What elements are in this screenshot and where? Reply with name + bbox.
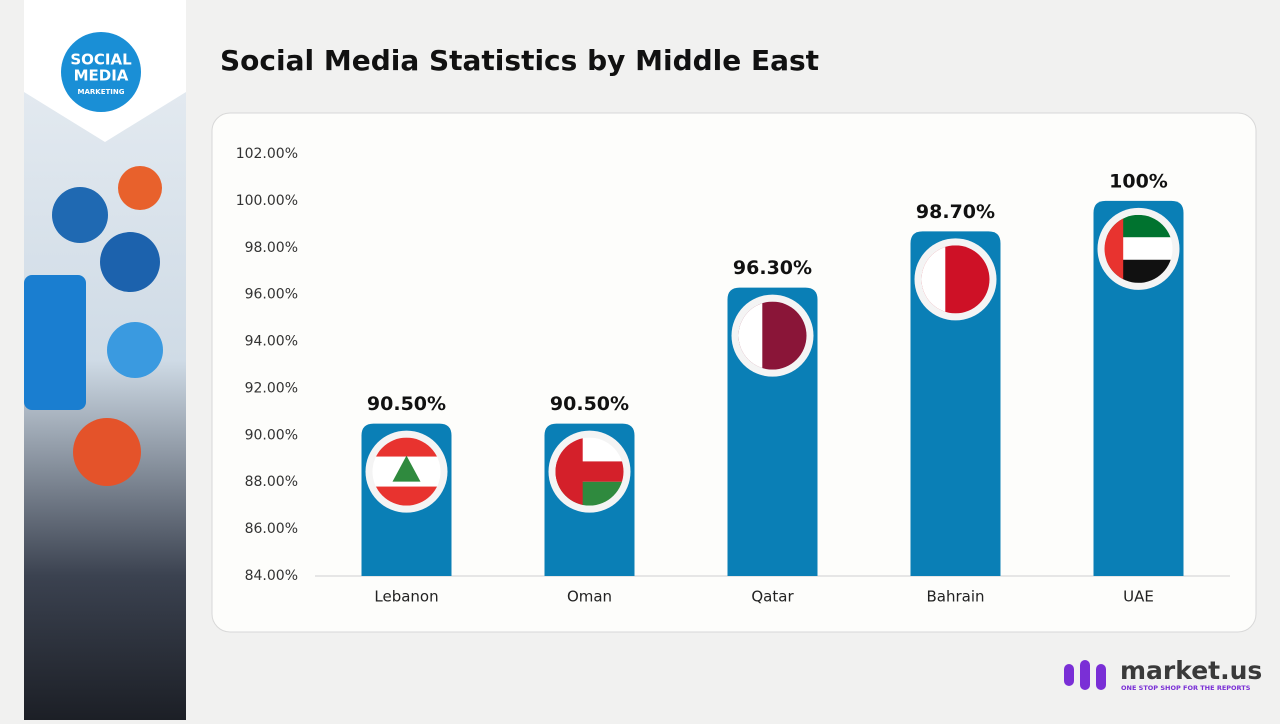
y-tick-label: 102.00% [236,146,298,162]
flag-hoist [1104,214,1124,283]
sidebar-screen [24,275,86,410]
y-tick-label: 86.00% [245,521,298,537]
flag [555,437,624,506]
value-label: 98.70% [916,201,995,223]
value-label: 100% [1109,170,1168,192]
flag [738,301,807,370]
bar [1093,200,1184,576]
y-tick-label: 96.00% [245,287,298,303]
badge-subtitle: MARKETING [78,88,125,96]
sidebar-icon [118,166,162,210]
sidebar-icon [52,187,108,243]
chart-title: Social Media Statistics by Middle East [220,44,819,77]
badge-title: MEDIA [74,67,129,85]
value-label: 90.50% [367,393,446,415]
sidebar-icon [107,322,163,378]
x-tick-label: Bahrain [926,588,984,606]
sidebar-icon [100,232,160,292]
value-label: 90.50% [550,393,629,415]
flag [372,437,441,506]
logo-mark [1064,664,1074,686]
x-tick-label: Lebanon [374,588,438,606]
flag-stripe [372,437,441,457]
logo-mark [1096,664,1106,690]
flag [921,245,990,314]
logo-tagline: ONE STOP SHOP FOR THE REPORTS [1121,684,1251,692]
x-tick-label: UAE [1123,588,1154,606]
flag-cedar [392,455,421,482]
y-tick-label: 84.00% [245,568,298,584]
y-tick-label: 94.00% [245,334,298,350]
logo: market.us ONE STOP SHOP FOR THE REPORTS [1064,656,1262,692]
y-tick-label: 88.00% [245,474,298,490]
flag-hoist [921,245,946,314]
badge-circle [61,32,141,112]
x-tick-label: Oman [567,588,612,606]
flag-stripe [372,486,441,506]
badge-title: SOCIAL [70,51,132,69]
y-tick-label: 92.00% [245,380,298,396]
logo-text: market.us [1120,656,1262,685]
y-tick-label: 98.00% [245,240,298,256]
flag-hoist [738,301,763,370]
y-tick-label: 100.00% [236,193,298,209]
y-tick-label: 90.00% [245,427,298,443]
sidebar-icon [73,418,141,486]
bar [910,231,1001,576]
flag [1104,214,1173,283]
x-tick-label: Qatar [751,588,794,606]
logo-mark [1080,660,1090,690]
value-label: 96.30% [733,257,812,279]
